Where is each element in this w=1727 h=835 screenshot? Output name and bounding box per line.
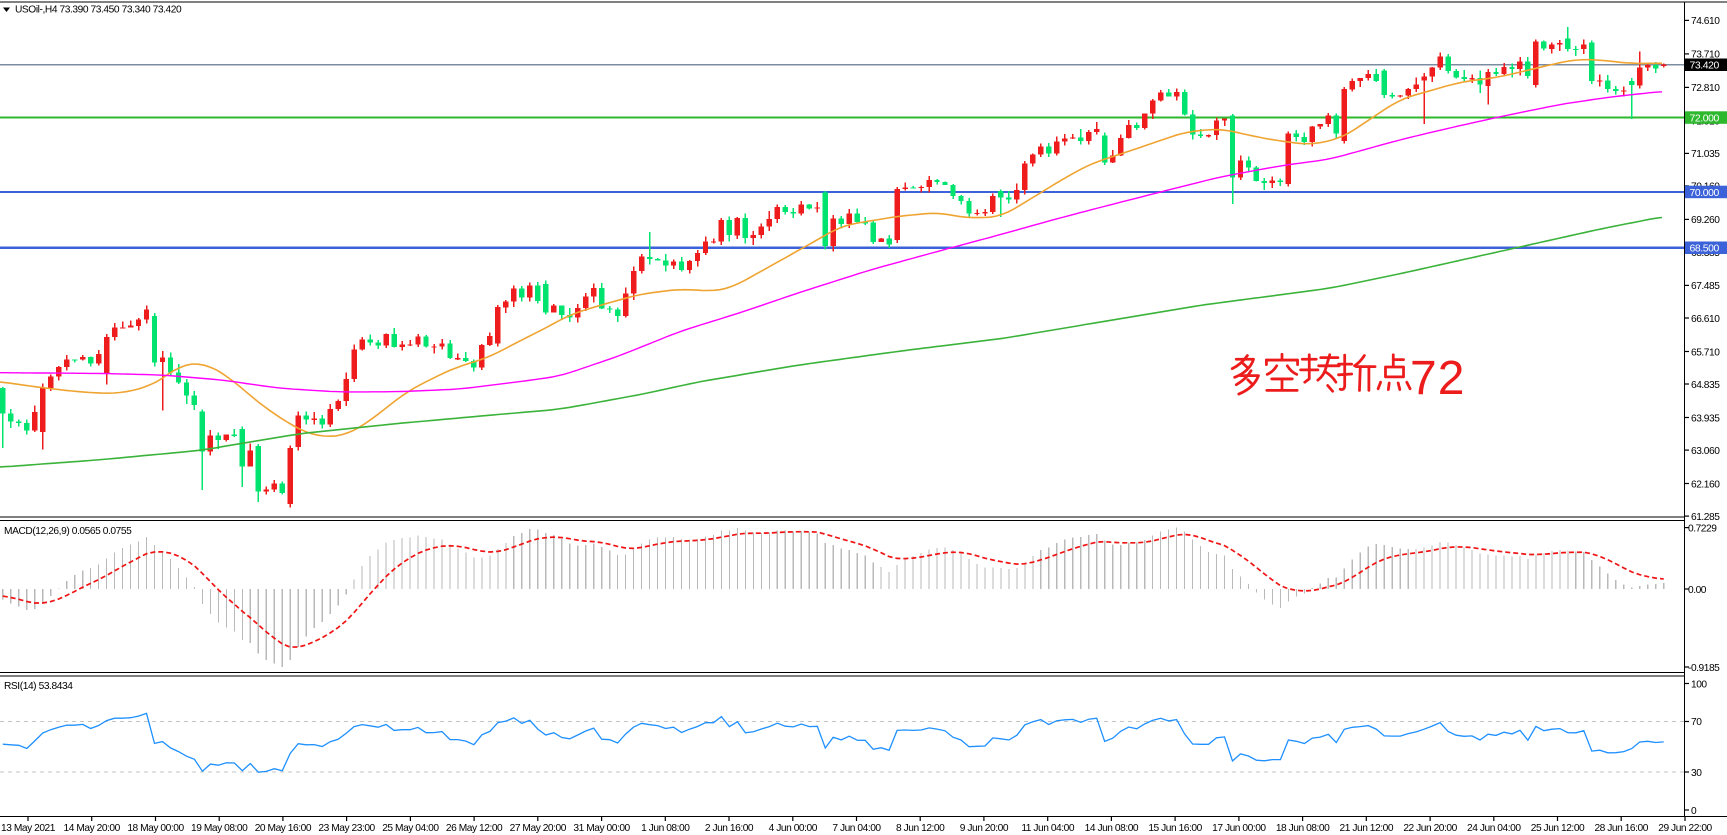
- svg-text:72.000: 72.000: [1690, 113, 1720, 124]
- svg-text:15 Jun 16:00: 15 Jun 16:00: [1148, 823, 1202, 834]
- svg-text:13 May 2021: 13 May 2021: [1, 823, 56, 834]
- svg-text:30: 30: [1691, 768, 1702, 779]
- svg-text:27 May 20:00: 27 May 20:00: [510, 823, 567, 834]
- svg-text:1 Jun 08:00: 1 Jun 08:00: [641, 823, 690, 834]
- svg-text:29 Jun 22:00: 29 Jun 22:00: [1658, 823, 1712, 834]
- svg-text:8 Jun 12:00: 8 Jun 12:00: [896, 823, 945, 834]
- svg-text:RSI(14) 53.8434: RSI(14) 53.8434: [4, 681, 73, 692]
- svg-text:17 Jun 00:00: 17 Jun 00:00: [1212, 823, 1266, 834]
- svg-text:23 May 23:00: 23 May 23:00: [318, 823, 375, 834]
- svg-text:73.710: 73.710: [1691, 50, 1720, 61]
- svg-text:21 Jun 12:00: 21 Jun 12:00: [1340, 823, 1394, 834]
- svg-text:4 Jun 00:00: 4 Jun 00:00: [769, 823, 818, 834]
- svg-text:0: 0: [1691, 806, 1697, 817]
- svg-text:100: 100: [1691, 679, 1707, 690]
- svg-text:22 Jun 20:00: 22 Jun 20:00: [1403, 823, 1457, 834]
- svg-text:18 May 00:00: 18 May 00:00: [127, 823, 184, 834]
- svg-text:73.420: 73.420: [1690, 61, 1720, 72]
- svg-text:63.060: 63.060: [1691, 446, 1720, 457]
- svg-text:0.7229: 0.7229: [1688, 523, 1717, 534]
- svg-text:74.610: 74.610: [1691, 16, 1720, 27]
- svg-text:-0.9185: -0.9185: [1688, 663, 1720, 674]
- svg-text:25 May 04:00: 25 May 04:00: [382, 823, 439, 834]
- svg-text:72: 72: [1410, 352, 1465, 405]
- svg-text:72.810: 72.810: [1691, 83, 1720, 94]
- svg-text:11 Jun 04:00: 11 Jun 04:00: [1021, 823, 1075, 834]
- svg-text:68.500: 68.500: [1690, 244, 1720, 255]
- svg-text:67.485: 67.485: [1691, 281, 1720, 292]
- svg-text:62.160: 62.160: [1691, 479, 1720, 490]
- svg-text:61.285: 61.285: [1691, 512, 1720, 523]
- svg-text:MACD(12,26,9) 0.0565 0.0755: MACD(12,26,9) 0.0565 0.0755: [4, 526, 132, 537]
- svg-text:65.710: 65.710: [1691, 347, 1720, 358]
- svg-text:7 Jun 04:00: 7 Jun 04:00: [832, 823, 881, 834]
- svg-text:71.035: 71.035: [1691, 149, 1720, 160]
- svg-text:66.610: 66.610: [1691, 314, 1720, 325]
- svg-text:24 Jun 04:00: 24 Jun 04:00: [1467, 823, 1521, 834]
- svg-text:70: 70: [1691, 717, 1702, 728]
- svg-text:70.000: 70.000: [1690, 188, 1720, 199]
- svg-text:14 May 20:00: 14 May 20:00: [64, 823, 121, 834]
- svg-text:25 Jun 12:00: 25 Jun 12:00: [1531, 823, 1585, 834]
- svg-text:2 Jun 16:00: 2 Jun 16:00: [705, 823, 754, 834]
- svg-text:26 May 12:00: 26 May 12:00: [446, 823, 503, 834]
- svg-text:9 Jun 20:00: 9 Jun 20:00: [960, 823, 1009, 834]
- svg-text:69.260: 69.260: [1691, 215, 1720, 226]
- svg-text:14 Jun 08:00: 14 Jun 08:00: [1085, 823, 1139, 834]
- svg-text:0.00: 0.00: [1688, 585, 1707, 596]
- svg-text:31 May 00:00: 31 May 00:00: [573, 823, 630, 834]
- svg-text:63.935: 63.935: [1691, 413, 1720, 424]
- svg-text:USOil-,H4 73.390 73.450 73.34: USOil-,H4 73.390 73.450 73.340 73.420: [15, 5, 182, 16]
- svg-text:28 Jun 16:00: 28 Jun 16:00: [1594, 823, 1648, 834]
- svg-text:20 May 16:00: 20 May 16:00: [255, 823, 312, 834]
- svg-text:18 Jun 08:00: 18 Jun 08:00: [1276, 823, 1330, 834]
- svg-text:19 May 08:00: 19 May 08:00: [191, 823, 248, 834]
- svg-text:64.835: 64.835: [1691, 380, 1720, 391]
